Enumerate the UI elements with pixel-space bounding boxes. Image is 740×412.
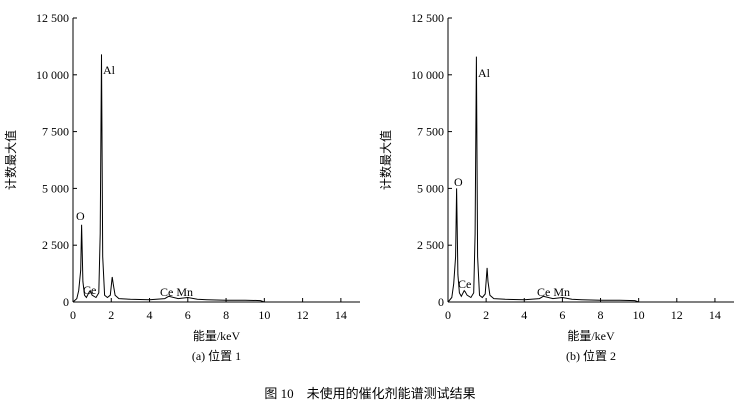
spectrum-line [447, 56, 639, 303]
y-tick-label: 10 000 [411, 68, 444, 82]
x-tick-label: 12 [671, 308, 683, 322]
x-tick-label: 2 [483, 308, 489, 322]
subtitle: (b) 位置 2 [566, 348, 616, 363]
y-tick-label: 0 [63, 295, 69, 309]
x-axis-label: 能量/keV [567, 329, 615, 343]
x-tick-label: 0 [445, 308, 451, 322]
y-tick-label: 10 000 [36, 68, 69, 82]
x-tick-label: 2 [108, 308, 114, 322]
x-tick-label: 4 [147, 308, 153, 322]
figure-caption: 图 10 未使用的催化剂能谱测试结果 [264, 386, 475, 401]
peak-label: Ce Mn [160, 285, 193, 299]
x-tick-label: 10 [633, 308, 645, 322]
peak-label: Ce [458, 277, 471, 291]
x-tick-label: 14 [709, 308, 721, 322]
x-tick-label: 6 [185, 308, 191, 322]
y-tick-label: 2 500 [417, 238, 444, 252]
x-tick-label: 6 [559, 308, 565, 322]
y-axis-label: 计数最大值 [378, 130, 393, 190]
peak-label: O [76, 209, 85, 223]
y-tick-label: 5 000 [42, 181, 69, 195]
peak-label: Ce Mn [537, 285, 570, 299]
y-tick-label: 2 500 [42, 238, 69, 252]
x-tick-label: 8 [223, 308, 229, 322]
y-tick-label: 0 [438, 295, 444, 309]
y-tick-label: 7 500 [42, 125, 69, 139]
x-tick-label: 4 [521, 308, 527, 322]
x-tick-label: 12 [297, 308, 309, 322]
peak-label: Al [478, 66, 491, 80]
x-tick-label: 0 [70, 308, 76, 322]
x-tick-label: 10 [258, 308, 270, 322]
peak-label: Ce [83, 283, 96, 297]
peak-label: O [454, 175, 463, 189]
subtitle: (a) 位置 1 [192, 348, 241, 363]
y-tick-label: 12 500 [411, 11, 444, 25]
x-axis-label: 能量/keV [193, 329, 241, 343]
peak-label: Al [103, 63, 116, 77]
y-axis-label: 计数最大值 [3, 130, 18, 190]
y-tick-label: 7 500 [417, 125, 444, 139]
y-tick-label: 5 000 [417, 181, 444, 195]
spectrum-line [72, 54, 265, 303]
y-tick-label: 12 500 [36, 11, 69, 25]
x-tick-label: 14 [335, 308, 347, 322]
x-tick-label: 8 [598, 308, 604, 322]
